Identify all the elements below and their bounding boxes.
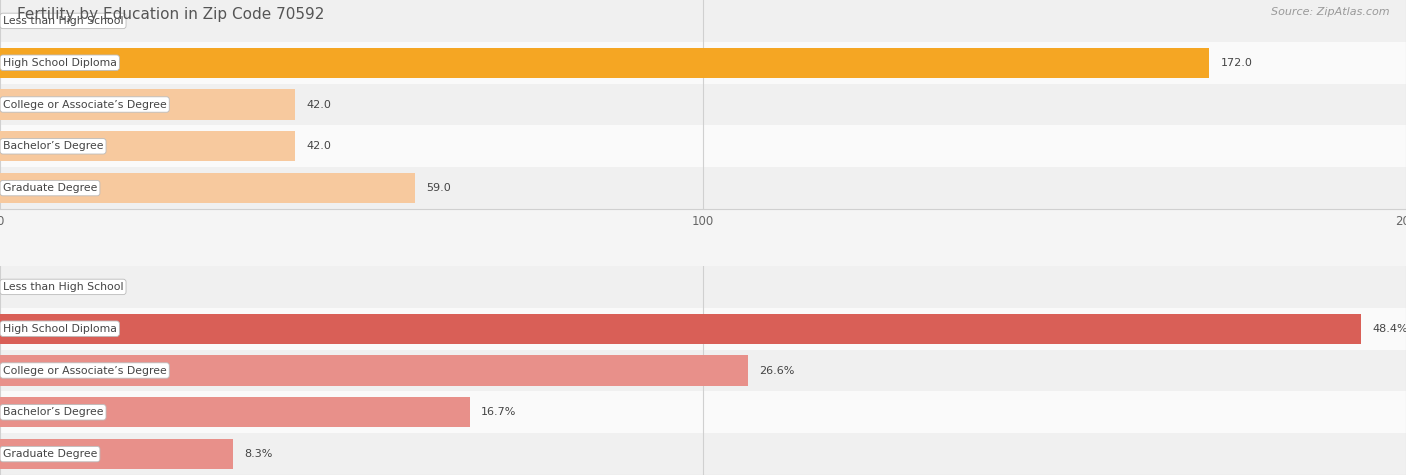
- Text: Graduate Degree: Graduate Degree: [3, 183, 97, 193]
- Text: Bachelor’s Degree: Bachelor’s Degree: [3, 407, 103, 418]
- Text: 26.6%: 26.6%: [759, 365, 794, 376]
- Text: High School Diploma: High School Diploma: [3, 57, 117, 68]
- Text: College or Associate’s Degree: College or Associate’s Degree: [3, 99, 166, 110]
- Text: Less than High School: Less than High School: [3, 282, 124, 292]
- Text: Bachelor’s Degree: Bachelor’s Degree: [3, 141, 103, 152]
- Text: 42.0: 42.0: [307, 99, 332, 110]
- FancyBboxPatch shape: [0, 308, 1406, 350]
- Text: 16.7%: 16.7%: [481, 407, 516, 418]
- Text: Less than High School: Less than High School: [3, 16, 124, 26]
- Text: 172.0: 172.0: [1220, 57, 1253, 68]
- Text: 0.0%: 0.0%: [22, 282, 51, 292]
- FancyBboxPatch shape: [0, 350, 1406, 391]
- FancyBboxPatch shape: [0, 433, 1406, 475]
- Text: High School Diploma: High School Diploma: [3, 323, 117, 334]
- Bar: [0, 48, 1209, 78]
- FancyBboxPatch shape: [0, 42, 1406, 84]
- Bar: [0, 439, 233, 469]
- FancyBboxPatch shape: [0, 0, 1406, 42]
- Text: 0.0: 0.0: [22, 16, 41, 26]
- FancyBboxPatch shape: [0, 84, 1406, 125]
- FancyBboxPatch shape: [0, 266, 1406, 308]
- FancyBboxPatch shape: [0, 167, 1406, 209]
- Bar: [0, 131, 295, 162]
- Text: 48.4%: 48.4%: [1372, 323, 1406, 334]
- Bar: [0, 397, 470, 428]
- FancyBboxPatch shape: [0, 391, 1406, 433]
- Text: Graduate Degree: Graduate Degree: [3, 449, 97, 459]
- FancyBboxPatch shape: [0, 125, 1406, 167]
- Bar: [0, 89, 295, 120]
- Bar: [0, 355, 748, 386]
- Text: Source: ZipAtlas.com: Source: ZipAtlas.com: [1271, 7, 1389, 17]
- Bar: [0, 314, 1361, 344]
- Text: 42.0: 42.0: [307, 141, 332, 152]
- Text: Fertility by Education in Zip Code 70592: Fertility by Education in Zip Code 70592: [17, 7, 325, 22]
- Bar: [0, 173, 415, 203]
- Text: 59.0: 59.0: [426, 183, 451, 193]
- Text: College or Associate’s Degree: College or Associate’s Degree: [3, 365, 166, 376]
- Text: 8.3%: 8.3%: [245, 449, 273, 459]
